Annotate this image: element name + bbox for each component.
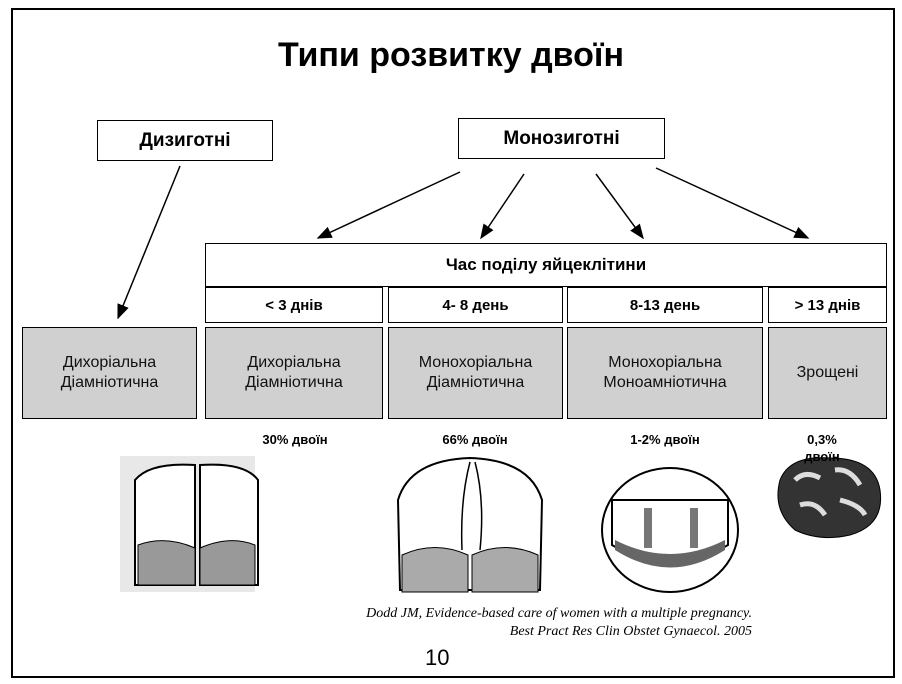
percentage-label: 30% двоїн — [235, 431, 355, 448]
type-box: Зрощені — [768, 327, 887, 419]
percentage-label: 1-2% двоїн — [605, 431, 725, 448]
text-line: Зрощені — [796, 364, 859, 381]
label: Монозиготні — [503, 127, 620, 149]
conjoined-figure — [777, 457, 882, 539]
text-line: Монохоріальна — [418, 354, 533, 371]
text-line: Монохоріальна — [608, 354, 722, 371]
text-line: Дихоріальна — [247, 354, 341, 371]
monochorionic-diamniotic-figure — [396, 456, 544, 593]
type-box: Дихоріальна Діамніотична — [205, 327, 383, 419]
type-box: Монохоріальна Діамніотична — [388, 327, 563, 419]
text-line: 66% двоїн — [442, 432, 508, 447]
label: Час поділу яйцеклітини — [445, 255, 647, 274]
text-line: Діамніотична — [245, 374, 343, 391]
text-line: 30% двоїн — [262, 432, 328, 447]
percentage-label: 66% двоїн — [415, 431, 535, 448]
text-line: двоїн — [804, 449, 840, 464]
page-number: 10 — [425, 645, 450, 670]
citation-line: Best Pract Res Clin Obstet Gynaecol. 200… — [509, 624, 752, 639]
text-line: 0,3% — [807, 432, 837, 447]
text-line: Діамніотична — [426, 374, 525, 391]
text-line: 1-2% двоїн — [630, 432, 700, 447]
text-line: Діамніотична — [60, 374, 159, 391]
period-cell: 4- 8 день — [388, 287, 563, 323]
text-line: Дихоріальна — [62, 354, 157, 371]
dizygotic-box: Дизиготні — [97, 120, 273, 161]
period-cell: < 3 днів — [205, 287, 383, 323]
percentage-label: 0,3% двоїн — [762, 431, 882, 465]
division-header: Час поділу яйцеклітини — [205, 243, 887, 287]
slide-frame — [11, 8, 895, 678]
citation-line: Dodd JM, Evidence-based care of women wi… — [366, 606, 752, 621]
text-line: Моноамніотична — [603, 374, 727, 391]
dichorionic-figure — [120, 456, 259, 592]
text-line: 8-13 день — [629, 296, 701, 314]
type-box: Монохоріальна Моноамніотична — [567, 327, 763, 419]
type-box: Дихоріальна Діамніотична — [22, 327, 197, 419]
text-line: 4- 8 день — [442, 296, 509, 314]
text-line: > 13 днів — [794, 296, 861, 314]
period-cell: 8-13 день — [567, 287, 763, 323]
monoamniotic-figure — [601, 467, 739, 593]
arrows — [117, 165, 810, 320]
title: Типи розвитку двоїн — [278, 36, 624, 74]
period-cell: > 13 днів — [768, 287, 887, 323]
monozygotic-box: Монозиготні — [458, 118, 665, 159]
text-line: < 3 днів — [265, 296, 323, 314]
label: Дизиготні — [139, 129, 231, 151]
